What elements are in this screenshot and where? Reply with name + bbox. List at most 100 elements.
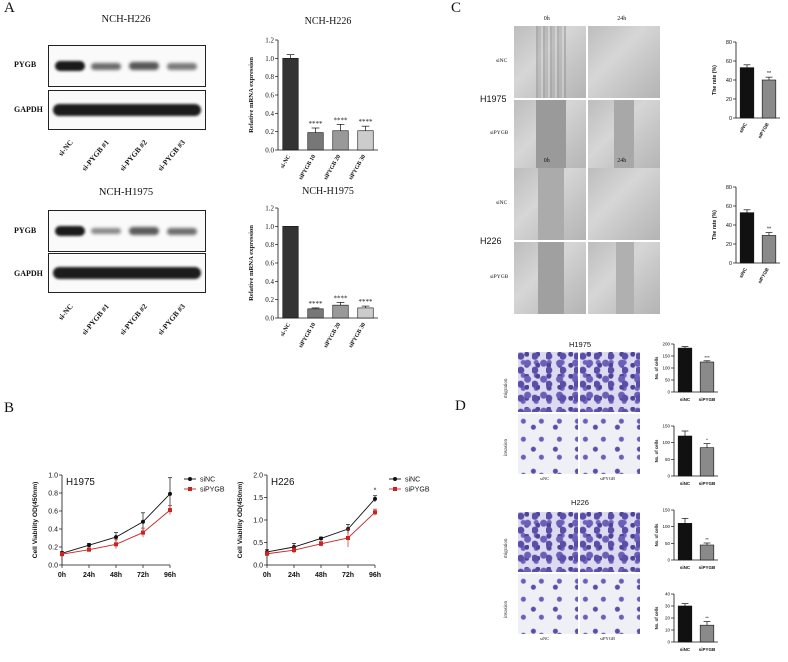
data-point [87,543,91,548]
significance-label: **** [334,294,349,302]
y-axis-label: Relative mRNA expression [248,225,255,301]
y-tick-label: 0.0 [265,146,274,154]
row-label: siPYGB [490,274,509,280]
bar [761,235,777,264]
transwell-panel: H1975 migration invasion siNC siPYGB H22… [500,338,640,658]
bar [677,523,693,561]
y-tick-label: 40 [726,223,732,229]
y-axis-label: The rate (%) [712,65,718,95]
blot-image-gapdh [48,90,206,130]
y-tick-label: 0 [667,390,670,395]
data-point [114,542,118,547]
blot-band [53,104,201,116]
significance-label: **** [359,118,374,126]
y-tick-label: 0.4 [265,278,274,286]
chart-cck8-h1975: 0.0 0.2 0.4 0.6 0.8 1.0 Cell Viability OD(450n… [32,472,225,579]
y-tick-label: 0.2 [265,296,274,304]
y-tick-label: 0.0 [48,562,58,569]
y-tick-label: 0.2 [48,544,58,551]
x-tick-label: siNC [680,481,691,486]
x-tick-label: 0h [263,572,271,579]
blot-band [129,62,159,70]
y-tick-label: 0.6 [265,91,274,99]
y-tick-label: 1.2 [265,36,274,44]
panel-letter-b: B [4,400,15,416]
transwell-image [518,512,578,572]
x-tick-label: siPYGB [699,565,716,570]
legend-label: siNC [405,477,420,484]
data-point [168,491,172,496]
x-tick-label: siPYGB [699,481,716,486]
y-tick-label: 1.2 [265,204,274,212]
bar [307,308,324,319]
time-label: 0h [543,158,550,164]
significance-label: **** [359,298,374,306]
blot-band [55,61,85,71]
time-label: 24h [617,158,627,164]
y-axis-label: The rate (%) [712,210,718,240]
legend-marker [188,487,192,491]
wound-image [514,242,586,314]
significance-label: * [374,488,377,495]
y-tick-label: 80 [726,40,732,46]
x-tick-label: siNC [738,266,748,278]
y-tick-label: 20 [726,97,732,103]
chart-cck8-h226: 0.0 0.5 1.0 1.5 2.0 Cell Viability OD(450nm) 0… [237,472,430,579]
y-tick-label: 0.6 [265,259,274,267]
blot-band [55,226,85,236]
time-labels: 0h 24h [510,16,660,22]
blot-band [91,63,121,70]
time-label: 0h [543,16,550,22]
y-tick-label: 150 [662,508,670,513]
x-tick-label: 96h [164,572,176,579]
x-tick-label: siPYGB [699,647,716,652]
wound-image [588,100,660,172]
x-tick-label: si-NC [280,322,292,338]
data-point [168,508,172,513]
data-point [114,535,118,540]
chart-title: H226 [271,477,295,488]
y-tick-label: 0.4 [48,526,58,533]
y-tick-label: 100 [662,440,670,445]
x-tick-label: 48h [315,572,327,579]
x-tick-label: siNC [680,397,691,402]
x-tick-label: siPYGB 30 [348,154,367,180]
data-point [373,496,377,501]
chart-transwell-h1975-invasion: 0 50 100 150 No. of cells siNC * siPYGB [654,424,718,486]
y-tick-label: 0.6 [48,508,58,515]
y-tick-label: 0.2 [265,128,274,136]
wound-image [588,26,660,98]
y-tick-label: 0 [729,261,732,267]
time-labels: 0h 24h [510,158,660,164]
y-tick-label: 0.0 [253,562,263,569]
significance-label: **** [309,120,324,128]
x-tick-label: 48h [110,572,122,579]
wound-image-grid-h226 [514,168,660,314]
significance-label: ** [767,227,772,233]
chart-wound-rate-h1975: 0 20 40 60 80 The rate (%) siNC ** siPYGB [712,40,780,139]
panel-letter-a: A [4,0,15,16]
row-label: invasion [504,601,509,618]
data-point [60,552,64,557]
series-line [266,512,376,555]
y-tick-label: 0.0 [265,314,274,322]
y-tick-label: 1.0 [265,55,274,63]
y-tick-label: 2.0 [253,472,263,479]
data-point [319,536,323,541]
time-label: 24h [617,16,627,22]
significance-label: ** [705,616,709,621]
x-tick-label: siPYGB 20 [323,322,342,349]
col-label: siPYGB [600,636,616,641]
col-label: siPYGB [600,476,616,481]
blot-row-label: GAPDH [14,105,43,114]
transwell-image [580,414,640,474]
row-label: invasion [504,439,509,456]
y-axis-label: No. of cells [654,439,659,462]
x-tick-label: 24h [83,572,95,579]
cell-line-label: H226 [571,498,589,507]
chart-transwell-h226-migration: 0 50 100 150 No. of cells siNC ** siPYGB [654,508,718,570]
y-tick-label: 100 [662,524,670,529]
x-tick-label: siPYGB 10 [298,322,317,349]
y-axis-label: No. of cells [654,356,659,379]
row-label: migration [504,378,509,398]
